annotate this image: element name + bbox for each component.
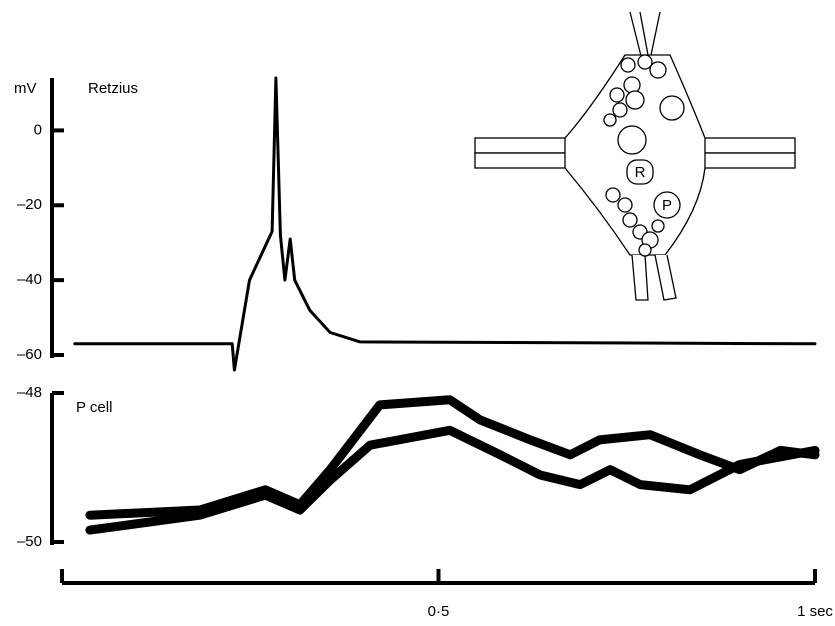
panel-title: P cell [76, 399, 112, 416]
y-axis-unit: mV [14, 80, 37, 97]
x-tick-label: 1 sec [797, 603, 833, 620]
y-tick-label: –40 [17, 271, 42, 288]
x-tick-label: 0·5 [428, 603, 450, 620]
trace [85, 395, 820, 520]
trace [73, 76, 817, 372]
y-tick-label: –60 [17, 346, 42, 363]
y-tick-label: –48 [17, 384, 42, 401]
cell-diagram: R P [474, 11, 796, 301]
y-tick-label: –20 [17, 196, 42, 213]
y-tick-label: –50 [17, 533, 42, 550]
y-tick-label: 0 [34, 121, 42, 138]
panel-title: Retzius [88, 80, 138, 97]
trace [85, 425, 820, 535]
diagram-label: P [662, 197, 672, 214]
diagram-label: R [635, 164, 646, 181]
